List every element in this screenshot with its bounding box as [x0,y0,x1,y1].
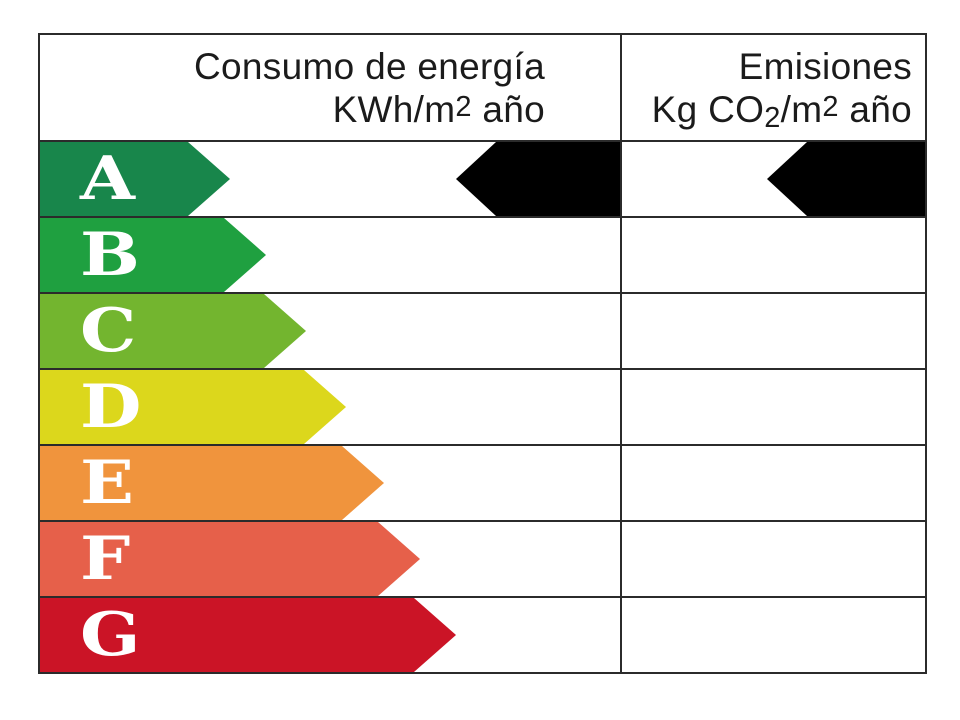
rating-letter-e: E [80,448,134,518]
consumption-header-cell: Consumo de energía KWh/m2 año [40,35,620,140]
rating-letter-b: B [80,220,140,290]
rating-row-c: C [40,292,925,368]
emissions-unit: Kg CO2/m2 año [620,87,912,138]
rating-row-e: E [40,444,925,520]
rating-arrow-e: E [40,446,384,520]
emissions-unit-text: Kg CO [651,89,765,130]
rating-letter-a: A [80,144,135,214]
rating-arrow-g: G [40,598,456,672]
energy-rating-table: Consumo de energía KWh/m2 año Emisiones … [38,33,927,674]
emissions-unit-mid: /m [780,89,823,130]
emissions-header-cell: Emisiones Kg CO2/m2 año [620,35,925,140]
consumption-unit-suffix: año [471,89,545,130]
consumption-unit-text: KWh/m [332,89,456,130]
emissions-unit-superscript: 2 [822,91,839,123]
rating-arrow-f: F [40,522,420,596]
column-divider [620,35,622,672]
rating-row-b: B [40,216,925,292]
rating-letter-d: D [80,372,142,442]
emissions-title: Emisiones [738,46,912,87]
emissions-unit-suffix: año [838,89,912,130]
rating-row-g: G [40,596,925,672]
rating-arrow-c: C [40,294,306,368]
rating-letter-g: G [80,600,141,670]
rating-row-d: D [40,368,925,444]
rating-row-f: F [40,520,925,596]
rating-arrow-a: A [40,142,230,216]
rating-letter-f: F [80,524,131,594]
consumption-unit-superscript: 2 [455,91,472,123]
emissions-unit-subscript: 2 [764,102,781,134]
table-header: Consumo de energía KWh/m2 año Emisiones … [40,35,925,140]
consumption-unit: KWh/m2 año [40,87,545,130]
consumption-title: Consumo de energía [194,46,545,87]
consumption-indicator-arrow [456,142,620,216]
emissions-indicator-arrow [767,142,925,216]
rating-letter-c: C [80,296,137,366]
rating-arrow-b: B [40,218,266,292]
rating-arrow-d: D [40,370,346,444]
rating-row-a: A [40,140,925,216]
